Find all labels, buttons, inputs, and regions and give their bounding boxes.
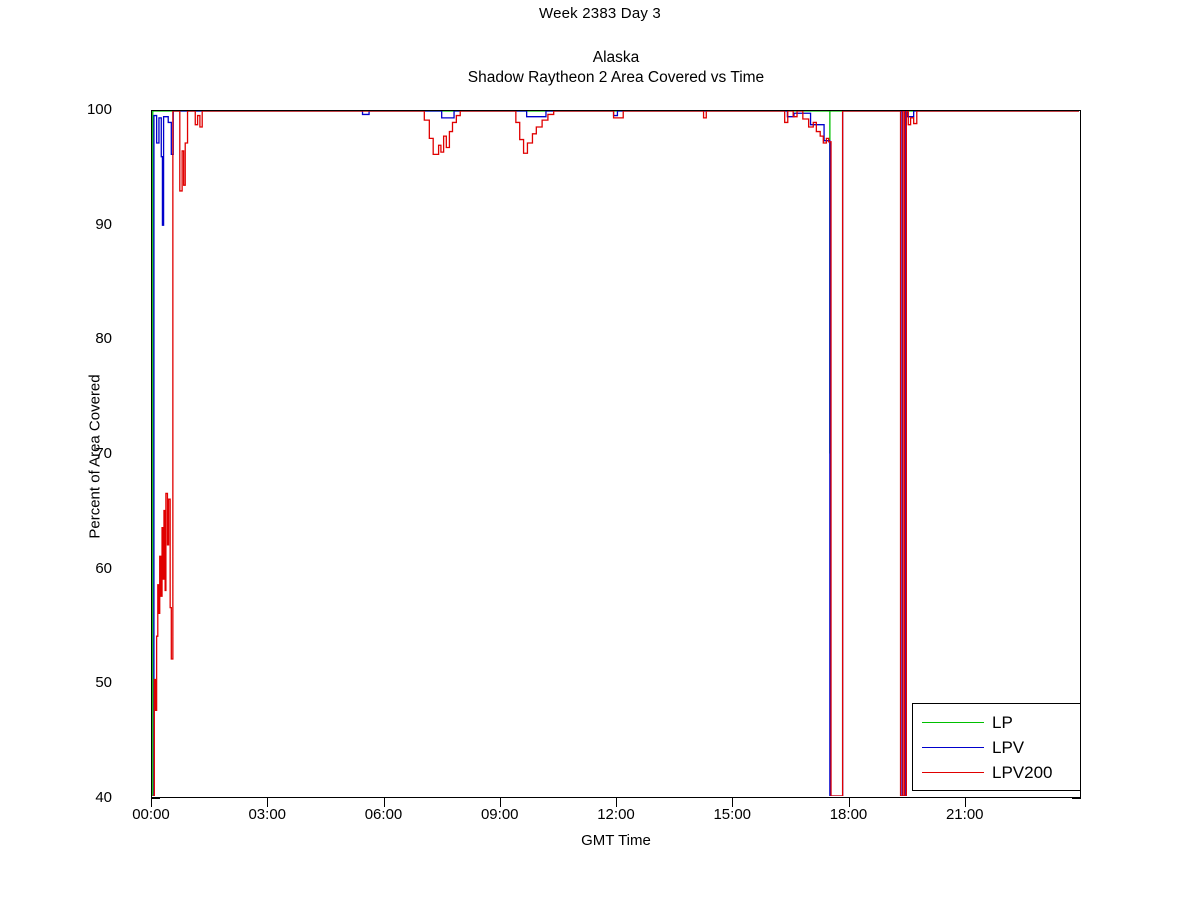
series-line-lp [152, 111, 1079, 796]
x-tick-label: 00:00 [132, 806, 170, 823]
x-tick-mark [383, 798, 385, 807]
x-tick-mark [499, 798, 501, 807]
x-tick-label: 15:00 [713, 806, 752, 823]
legend-label: LP [992, 713, 1013, 732]
chart-legend[interactable]: LP LPV LPV200 [912, 703, 1081, 791]
series-lines [152, 111, 1079, 796]
x-tick-label: 18:00 [829, 806, 868, 823]
legend-item-lp[interactable]: LP [913, 710, 1080, 735]
y-tick-label: 80 [95, 330, 112, 348]
series-line-lpv [152, 111, 1079, 796]
legend-label: LPV [992, 738, 1025, 757]
x-tick-label: 06:00 [364, 806, 403, 823]
x-axis-label: GMT Time [581, 832, 651, 849]
legend-item-lpv200[interactable]: LPV200 [913, 760, 1080, 785]
x-tick-mark [848, 798, 850, 807]
x-tick-mark [964, 798, 966, 807]
legend-swatch-lpv [922, 747, 984, 748]
x-tick-label: 09:00 [480, 806, 519, 823]
legend-swatch-lpv200 [922, 772, 984, 773]
x-tick-mark [267, 798, 269, 807]
plot-area [151, 110, 1081, 798]
y-tick-mark [1072, 798, 1081, 799]
chart-subtitle: Shadow Raytheon 2 Area Covered vs Time [467, 69, 765, 86]
y-tick-label: 60 [95, 559, 112, 577]
y-tick-label: 100 [86, 101, 112, 118]
chart-title-block: Alaska Shadow Raytheon 2 Area Covered vs… [151, 48, 1081, 88]
figure-suptitle: Week 2383 Day 3 [539, 5, 661, 22]
y-tick-label: 90 [95, 215, 112, 233]
y-tick-label: 40 [95, 789, 112, 806]
legend-label: LPV200 [992, 763, 1053, 782]
x-tick-label: 03:00 [248, 806, 287, 823]
x-tick-mark [151, 798, 152, 807]
x-tick-label: 21:00 [945, 806, 984, 823]
x-tick-mark [616, 798, 617, 807]
y-tick-label: 70 [95, 445, 112, 462]
legend-swatch-lp [922, 722, 984, 723]
y-tick-label: 50 [95, 674, 112, 692]
y-tick-mark [151, 798, 160, 799]
x-tick-label: 12:00 [597, 806, 635, 823]
chart-title: Alaska [592, 49, 640, 66]
series-line-lpv200 [152, 111, 1079, 796]
legend-item-lpv[interactable]: LPV [913, 735, 1080, 760]
x-tick-mark [732, 798, 734, 807]
